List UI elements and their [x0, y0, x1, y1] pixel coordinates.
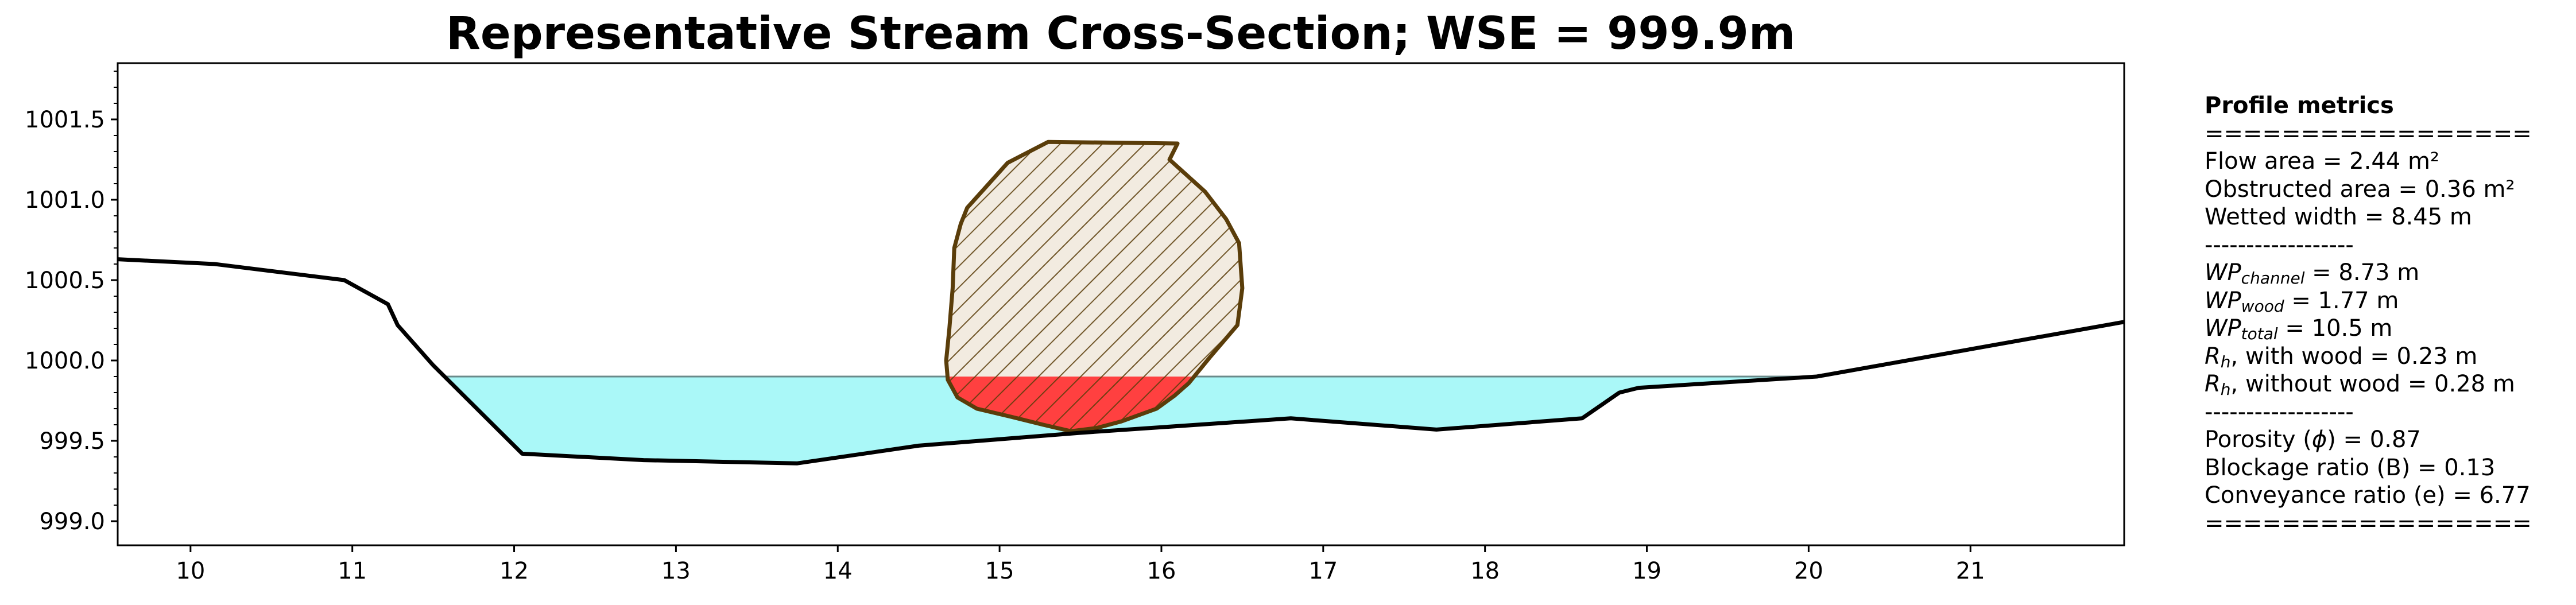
metrics-heading: Profile metrics: [2205, 92, 2394, 119]
x-tick-label: 14: [823, 558, 853, 584]
y-axis: 999.0 999.5 1000.0 1000.5 1001.0 1001.5: [25, 71, 118, 535]
wood-hatch: [946, 142, 1242, 432]
y-tick-label: 999.5: [39, 428, 105, 455]
x-tick-label: 20: [1794, 558, 1823, 584]
x-tick-label: 21: [1956, 558, 1985, 584]
y-tick-label: 1001.0: [25, 187, 105, 214]
x-tick-label: 11: [338, 558, 367, 584]
metrics-separator-1: ------------------: [2205, 231, 2354, 258]
rh-without-wood-metric: Rh, without wood = 0.28 m: [2205, 371, 2515, 398]
x-tick-label: 10: [176, 558, 205, 584]
x-tick-label: 19: [1632, 558, 1661, 584]
wetted-width-metric: Wetted width = 8.45 m: [2205, 204, 2472, 230]
x-tick-label: 17: [1308, 558, 1338, 584]
x-axis: 10 11 12 13 14 15 16 17 18 19 20 21: [176, 545, 1985, 584]
x-tick-label: 13: [661, 558, 691, 584]
y-tick-label: 1000.0: [25, 348, 105, 374]
chart-title: Representative Stream Cross-Section; WSE…: [446, 8, 1795, 60]
metrics-separator-2: ------------------: [2205, 398, 2354, 425]
obstructed-area-metric: Obstructed area = 0.36 m²: [2205, 176, 2515, 203]
flow-area-metric: Flow area = 2.44 m²: [2205, 148, 2439, 174]
x-tick-label: 16: [1147, 558, 1176, 584]
plot-area: [118, 139, 2124, 466]
metrics-separator-bottom: =================: [2205, 510, 2532, 537]
rh-with-wood-metric: Rh, with wood = 0.23 m: [2205, 343, 2478, 371]
x-tick-label: 12: [499, 558, 529, 584]
porosity-metric: Porosity (ϕ) = 0.87: [2205, 426, 2421, 453]
wp-channel-metric: WPchannel = 8.73 m: [2205, 259, 2420, 287]
ground-profile-line: [118, 257, 2124, 466]
conveyance-ratio-metric: Conveyance ratio (e) = 6.77: [2205, 482, 2531, 509]
y-tick-label: 1001.5: [25, 107, 105, 133]
wp-total-metric: WPtotal = 10.5 m: [2205, 315, 2393, 343]
wood-outline: [944, 139, 1245, 433]
x-tick-label: 18: [1470, 558, 1500, 584]
y-tick-label: 999.0: [39, 509, 105, 535]
x-tick-label: 15: [985, 558, 1014, 584]
plot-frame: [117, 62, 2125, 546]
metrics-separator-top: =================: [2205, 120, 2532, 147]
y-tick-label: 1000.5: [25, 267, 105, 294]
wp-wood-metric: WPwood = 1.77 m: [2205, 287, 2399, 315]
blockage-ratio-metric: Blockage ratio (B) = 0.13: [2205, 454, 2496, 481]
profile-metrics-panel: Profile metrics ================= Flow a…: [2205, 92, 2572, 537]
